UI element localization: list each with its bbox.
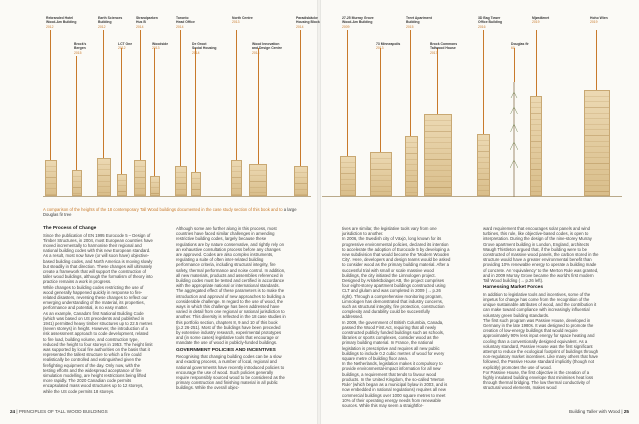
paragraph: In addition to legislative tools and inc… xyxy=(483,291,597,318)
building-label: Paradisbäcke Housing Block 2014 xyxy=(296,16,320,29)
paragraph: In the Netherlands, legislation makes it… xyxy=(342,361,448,408)
footer-separator: | xyxy=(16,409,19,414)
page-number-right: 25 xyxy=(623,409,629,414)
building-label: 27-25 Murray Grove Wood-Am Building 2009 xyxy=(342,16,374,29)
leader-line xyxy=(410,30,411,136)
page-number-left: 24 xyxy=(10,409,16,414)
building-label: Brock's Bergen 2015 xyxy=(74,42,87,55)
leader-line xyxy=(236,30,237,160)
building-label: Mjøstårnet 2019 xyxy=(532,16,550,25)
figure-caption-rest: a large Douglas fir tree xyxy=(43,207,297,218)
building-bar xyxy=(584,90,610,196)
building-label: North Centre 2013 xyxy=(232,16,253,25)
leader-line xyxy=(140,30,141,160)
footer-left: 24 | PRINCIPLES OF TALL WOOD BUILDINGS xyxy=(10,409,108,414)
leader-line xyxy=(258,48,259,164)
text-column-2: Although some are further along in this … xyxy=(176,226,286,391)
book-gutter xyxy=(317,0,321,424)
building-label: Toronto Head Office 2014 xyxy=(176,16,195,29)
building-bar xyxy=(150,176,160,196)
figure-caption-accent: A comparison of the heights of the 18 co… xyxy=(43,207,283,212)
building-bar xyxy=(45,160,57,196)
leader-line xyxy=(50,30,51,160)
paragraph: In 2009, the government of British Colum… xyxy=(342,319,445,362)
building-label: Woodside 2013 xyxy=(152,42,169,51)
paragraph: The first such program was Passive House… xyxy=(483,317,599,370)
building-label: Douglas fir 60 xyxy=(511,42,529,51)
building-label: De Groot Social Housing 2014 xyxy=(192,42,217,55)
building-bar xyxy=(530,96,542,196)
building-bar xyxy=(117,174,127,196)
leader-line xyxy=(483,30,484,134)
building-bar xyxy=(424,114,452,196)
building-bar xyxy=(340,156,356,196)
section-heading: The Process of Change xyxy=(43,226,97,231)
paragraph: ward requirement that encourages solar p… xyxy=(483,226,599,284)
text-column-1: The Process of Change Since the publicat… xyxy=(43,226,153,394)
buildings-left xyxy=(0,0,318,196)
paragraph: For Passive House, the first objective i… xyxy=(483,369,594,391)
building-label: Treet Apartment Building 2015 xyxy=(406,16,432,29)
paragraph: tives are similar, the legislative tools… xyxy=(342,226,437,237)
leader-line xyxy=(121,48,122,174)
running-title-left: PRINCIPLES OF TALL WOOD BUILDINGS xyxy=(18,409,108,414)
leader-line xyxy=(596,30,597,90)
text-column-4: ward requirement that encourages solar p… xyxy=(483,226,599,391)
paragraph: Since the publication of EN 1995 Eurocod… xyxy=(43,232,153,285)
building-label: Hoho Wien 2019 xyxy=(590,16,608,25)
text-column-3: tives are similar, the legislative tools… xyxy=(342,226,452,408)
building-bar xyxy=(370,152,392,196)
building-label: Rebranded Hotel Wood-Am Building 2012 xyxy=(46,16,77,29)
paragraph: In 2006, the Swedish city of Växjö, long… xyxy=(342,236,451,320)
building-bar xyxy=(97,158,111,196)
building-bar xyxy=(231,160,242,196)
ground-line-left xyxy=(43,196,311,197)
douglas-fir-tree-icon xyxy=(510,82,518,197)
building-bar xyxy=(175,166,187,196)
running-title-right: Building Taller with Wood xyxy=(568,409,621,414)
footer-separator: | xyxy=(621,409,624,414)
paragraph: While changes to building codes restrict… xyxy=(43,284,148,311)
leader-line xyxy=(180,30,181,166)
figure-caption: A comparison of the heights of the 18 co… xyxy=(43,207,313,217)
building-label: 3D Bag Tower Office Building 2016 xyxy=(478,16,503,29)
building-bar xyxy=(72,170,82,196)
section-heading: Harnessing Market Forces xyxy=(483,285,543,291)
building-label: 73 Minneapolis 2013 xyxy=(376,42,401,51)
leader-line xyxy=(76,56,77,170)
building-label: Brock Commons Tallwood House 2017 xyxy=(430,42,458,55)
ground-line-right xyxy=(322,196,622,197)
leader-line xyxy=(380,48,381,152)
building-bar xyxy=(191,172,201,196)
leader-line xyxy=(536,30,537,96)
leader-line xyxy=(514,48,515,82)
section-heading: GOVERNMENT POLICIES AND INCENTIVES xyxy=(176,347,276,353)
buildings-right xyxy=(0,0,639,197)
paragraph: As an example, Canada's first National B… xyxy=(43,310,153,394)
building-label: Strandparken Hus B 2014 xyxy=(136,16,158,29)
footer-right: Building Taller with Wood | 25 xyxy=(569,409,629,414)
building-bar xyxy=(477,134,490,196)
building-label: Wood Innovation and Design Centre 2014 xyxy=(252,42,282,55)
building-bar xyxy=(294,166,308,196)
building-label: Earth Sciences Building 2012 xyxy=(98,16,123,29)
leader-line xyxy=(154,48,155,176)
paragraph: Although some are further along in this … xyxy=(176,226,286,289)
building-bar xyxy=(134,160,146,196)
building-bar xyxy=(249,164,267,196)
leader-line xyxy=(195,48,196,172)
paragraph: Recognising that changing building codes… xyxy=(176,354,285,391)
building-label: LCT One 2012 xyxy=(118,42,133,51)
building-bar xyxy=(405,136,418,196)
paragraph: The aggregated effect of these parameter… xyxy=(176,288,286,346)
leader-line xyxy=(300,30,301,166)
leader-line xyxy=(437,48,438,114)
leader-line xyxy=(347,30,348,156)
leader-line xyxy=(103,30,104,158)
